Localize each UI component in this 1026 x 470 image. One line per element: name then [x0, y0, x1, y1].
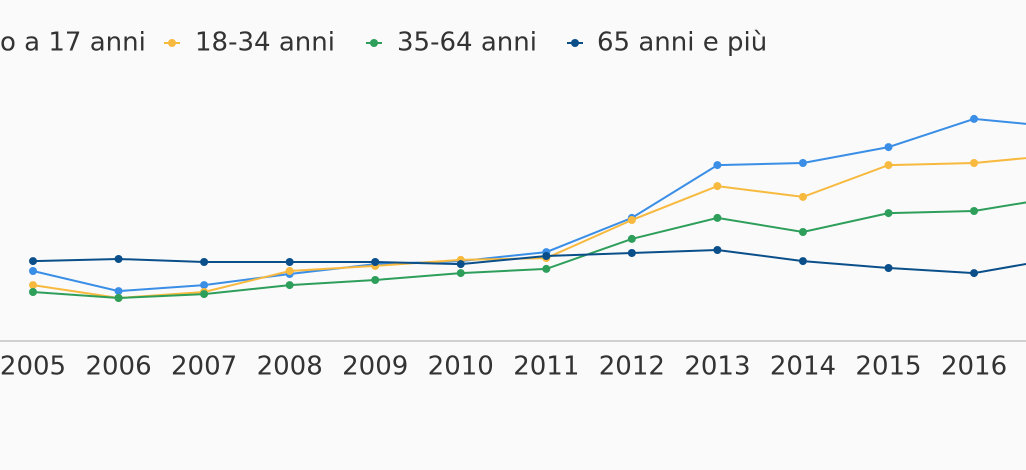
x-tick-label: 2016 — [941, 352, 1007, 382]
data-point — [29, 257, 37, 266]
series-line — [32, 117, 1026, 293]
data-point — [285, 267, 294, 275]
data-point — [798, 159, 807, 167]
legend-label: 18-34 anni — [195, 28, 335, 58]
data-point — [542, 264, 551, 273]
data-point — [970, 159, 979, 167]
data-point — [456, 269, 465, 278]
data-point — [798, 192, 807, 201]
data-point — [114, 255, 123, 263]
data-point — [627, 216, 636, 224]
series-line — [32, 201, 1026, 300]
data-point — [884, 161, 893, 170]
x-tick-label: 2013 — [684, 352, 750, 382]
x-tick-label: 2008 — [257, 352, 323, 382]
data-point — [200, 258, 209, 266]
data-point — [371, 258, 380, 266]
data-point — [713, 246, 722, 254]
data-point — [713, 213, 722, 222]
data-point — [798, 257, 807, 266]
x-tick-label: 2011 — [513, 352, 579, 382]
data-point — [285, 281, 294, 290]
data-point — [713, 182, 722, 191]
data-point — [970, 269, 979, 278]
legend-label: 35-64 anni — [397, 28, 537, 58]
legend-label: 65 anni e più — [597, 28, 767, 58]
x-tick-label: 2005 — [0, 352, 66, 382]
legend-marker — [168, 39, 176, 47]
data-point — [456, 260, 465, 269]
x-tick-label: 2015 — [855, 352, 921, 382]
data-point — [200, 290, 209, 299]
data-point — [884, 264, 893, 272]
data-point — [798, 228, 807, 236]
x-tick-label: 2007 — [171, 352, 237, 382]
data-point — [114, 287, 123, 296]
data-point — [627, 234, 636, 243]
legend-label: o a 17 anni — [0, 28, 146, 58]
data-point — [29, 281, 37, 290]
x-tick-label: 2006 — [85, 352, 151, 382]
data-point — [29, 267, 37, 275]
data-point — [884, 143, 893, 152]
data-point — [29, 288, 37, 296]
x-tick-label: 2014 — [770, 352, 836, 382]
data-point — [542, 252, 551, 260]
data-point — [285, 258, 294, 266]
data-point — [371, 276, 380, 284]
data-point — [713, 161, 722, 170]
x-tick-label: 2010 — [428, 352, 494, 382]
series-line — [32, 157, 1026, 300]
data-point — [970, 114, 979, 123]
data-point — [200, 281, 209, 290]
data-point — [627, 249, 636, 257]
legend-marker — [571, 39, 579, 47]
x-tick-label: 2009 — [342, 352, 408, 382]
data-point — [114, 294, 123, 302]
data-point — [884, 209, 893, 218]
x-tick-label: 2012 — [599, 352, 665, 382]
legend-marker — [370, 39, 378, 47]
data-point — [970, 207, 979, 215]
